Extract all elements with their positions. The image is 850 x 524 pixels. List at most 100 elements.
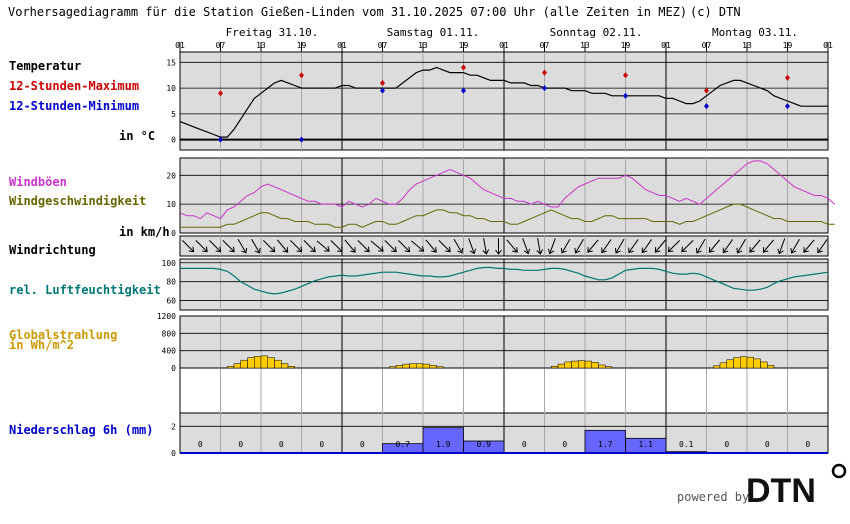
wind-unit: in km/h (119, 225, 170, 239)
radiation-tick-label: 800 (162, 329, 177, 338)
precip-label: Niederschlag 6h (mm) (9, 423, 154, 437)
radiation-bar (429, 365, 437, 369)
radiation-bar (571, 360, 579, 369)
wind-arrow (695, 238, 706, 254)
min-marker (623, 92, 628, 99)
radiation-bar (260, 355, 268, 369)
wind-arrow-head (457, 247, 464, 254)
wind-arrow-head (695, 247, 702, 254)
wind-arrow-shaft (357, 239, 370, 253)
wind-arrow-shaft (667, 239, 681, 253)
wind-arrow (276, 239, 289, 253)
wind-arrow (384, 239, 397, 253)
precip-value-label: 0 (198, 440, 203, 449)
wind-arrow-head (254, 247, 261, 254)
wind-arrow-shaft (681, 239, 694, 253)
wind-arrow-head (736, 247, 743, 254)
min-marker (785, 103, 790, 110)
precip-value-label: 0 (522, 440, 527, 449)
wind-arrow (411, 240, 425, 252)
precip-value-label: 0 (319, 440, 324, 449)
temperature-line (179, 66, 828, 138)
wind-arrow-head (229, 246, 235, 253)
radiation-bar (605, 366, 613, 369)
wind-arrow (237, 238, 248, 254)
radiation-bar (719, 362, 727, 369)
radiation-bar (247, 357, 255, 369)
dtn-logo-text: DTN (746, 472, 816, 510)
radiation-bar (578, 360, 586, 369)
radiation-bar (233, 363, 241, 369)
wind-arrow-shaft (522, 238, 529, 254)
precip-bar (422, 427, 464, 454)
dtn-logo-dot (831, 463, 847, 479)
wind-arrow-head (431, 247, 437, 253)
chart-title: Vorhersagediagramm für die Station Gieße… (8, 5, 687, 19)
day-label: Samstag 01.11. (387, 26, 480, 39)
precip-value-label: 0 (562, 440, 567, 449)
precip-value-label: 0 (765, 440, 770, 449)
wind-arrow (289, 239, 303, 253)
wind-arrow (762, 239, 775, 253)
wind-arrow-shaft (237, 238, 247, 254)
wind-arrow-head (601, 247, 607, 254)
min-marker (461, 87, 466, 94)
radiation-bar (564, 361, 572, 369)
wind-arrow (482, 238, 490, 255)
wind-arrow-shaft (575, 238, 584, 254)
wind-arrow-head (282, 247, 289, 253)
wind-arrow (370, 240, 384, 252)
radiation-bar (740, 356, 748, 369)
wind-arrow-head (324, 246, 330, 252)
wind-arrow-head (574, 247, 581, 254)
wind-arrow-shaft (195, 239, 208, 253)
wind-arrow-shaft (778, 238, 786, 254)
wind-arrow-shaft (642, 239, 652, 253)
max-marker (785, 74, 790, 81)
precip-value-label: 0.7 (396, 440, 411, 449)
wind-arrow-head (296, 246, 303, 253)
wind-arrow-head (654, 247, 661, 253)
radiation-bar (753, 358, 761, 369)
radiation-tick-label: 0 (171, 364, 176, 373)
wind-arrow-head (587, 247, 593, 253)
precip-value-label: 1.1 (639, 440, 654, 449)
temperature-tick-label: 5 (171, 110, 176, 119)
wind-arrow-head (241, 247, 248, 254)
wind-arrow-shaft (749, 239, 761, 253)
wind-arrow-shaft (425, 239, 437, 253)
wind-arrow-shaft (762, 239, 775, 253)
radiation-bar (760, 361, 768, 369)
radiation-bar (733, 357, 741, 369)
wind-arrow-head (445, 246, 451, 253)
radiation-bar (395, 365, 403, 369)
radiation-bar (240, 359, 248, 369)
wind-arrow-head (641, 247, 648, 254)
min-marker (218, 136, 223, 143)
radiation-unit: in Wh/m^2 (9, 338, 74, 352)
radiation-bar (436, 366, 444, 369)
wind-arrow-shaft (289, 239, 303, 253)
wind-speed-label: Windgeschwindigkeit (9, 194, 146, 208)
wind-arrow (425, 239, 437, 253)
radiation-bar (227, 366, 235, 369)
wind-arrow-shaft (316, 240, 330, 252)
wind-arrow (303, 239, 316, 253)
wind-arrow (681, 239, 694, 253)
min-marker (542, 85, 547, 92)
wind-arrow-shaft (803, 239, 815, 253)
wind-arrow-head (350, 247, 356, 253)
radiation-bar (416, 363, 424, 369)
wind-arrow (181, 239, 195, 253)
wind-arrow-head (614, 247, 621, 254)
day-label: Sonntag 02.11. (550, 26, 643, 39)
wind-arrow-shaft (208, 239, 222, 253)
wind-arrow-shaft (438, 239, 451, 253)
radiation-bar (557, 363, 565, 369)
wind-arrow-head (803, 247, 809, 253)
wind-arrow (641, 239, 652, 254)
wind-arrow (468, 238, 477, 255)
wind-arrow-head (482, 249, 490, 255)
wind-arrow (222, 239, 235, 253)
